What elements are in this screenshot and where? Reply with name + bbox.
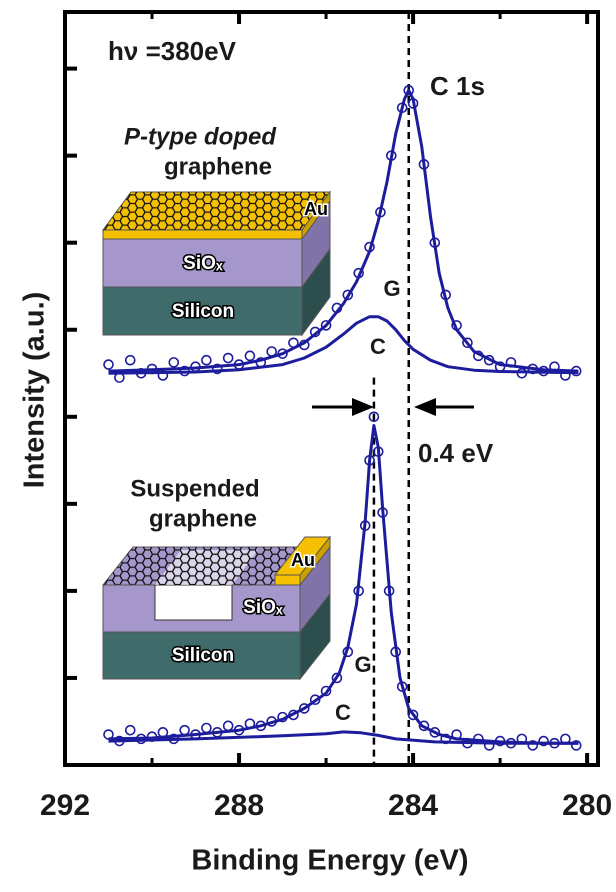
layer-label: Au: [304, 199, 328, 219]
data-point: [169, 358, 178, 367]
annotation: 0.4 eV: [418, 438, 494, 468]
annotation: hν =380eV: [108, 36, 237, 66]
data-point: [224, 354, 233, 363]
data-point: [126, 356, 135, 365]
shift-arrows: [312, 398, 474, 416]
layer-label: SiOₓ: [243, 597, 283, 618]
layer-label: Silicon: [172, 301, 234, 322]
data-point: [202, 356, 211, 365]
layer-label: Silicon: [172, 645, 234, 666]
curve-label: G: [383, 276, 400, 301]
inset-suspended: Suspended graphene Au SiOₓ Silicon: [103, 475, 330, 679]
layer-label: SiOₓ: [183, 253, 223, 274]
layer-label: Au: [291, 550, 315, 570]
y-axis-title: Intensity (a.u.): [19, 292, 51, 489]
curve-label: C: [370, 334, 386, 359]
data-point: [224, 721, 233, 730]
inset-heading: graphene: [149, 505, 257, 532]
inset-heading: graphene: [164, 153, 272, 180]
inset-heading: Suspended: [130, 475, 259, 502]
data-point: [104, 360, 113, 369]
inset-heading: P-type doped: [124, 123, 277, 150]
chart: GCGC292288284280 P-type doped graphene A…: [0, 0, 616, 892]
x-axis-title: Binding Energy (eV): [191, 845, 468, 877]
data-point: [245, 351, 254, 360]
data-point: [180, 726, 189, 735]
curve-label: C: [335, 700, 351, 725]
x-tick-label: 292: [40, 789, 90, 822]
x-tick-label: 280: [562, 789, 612, 822]
curve-label: G: [354, 652, 371, 677]
annotation: C 1s: [430, 71, 485, 101]
inset-p-type: P-type doped graphene Au SiOₓ Silicon: [103, 123, 330, 335]
x-tick-label: 288: [214, 789, 264, 822]
x-tick-label: 284: [388, 789, 438, 822]
data-point: [202, 724, 211, 733]
data-point: [126, 726, 135, 735]
